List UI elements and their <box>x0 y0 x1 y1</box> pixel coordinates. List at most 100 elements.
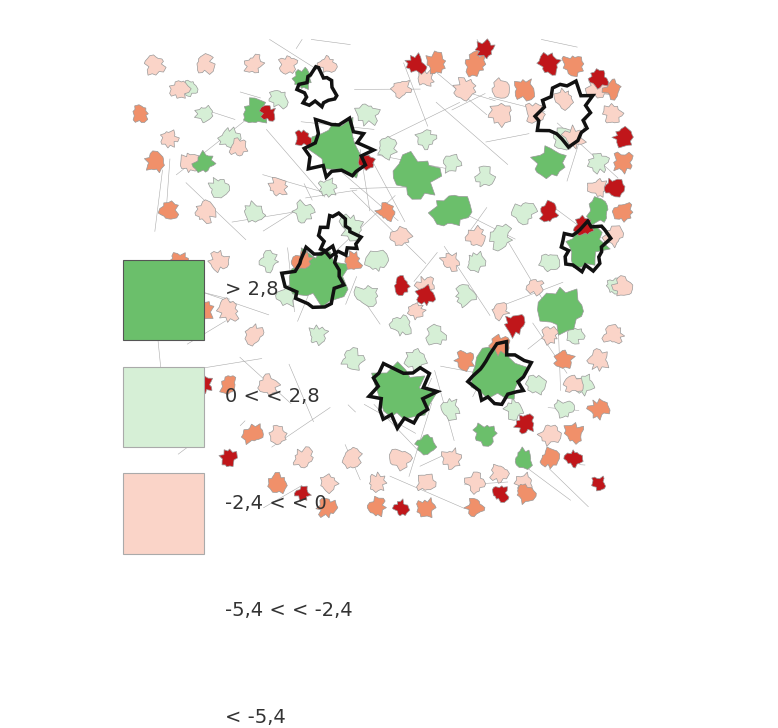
Polygon shape <box>370 472 387 493</box>
Polygon shape <box>443 154 462 173</box>
Polygon shape <box>537 425 562 446</box>
Polygon shape <box>245 324 264 346</box>
Polygon shape <box>241 424 264 445</box>
Text: -5,4 < < -2,4: -5,4 < < -2,4 <box>225 601 352 620</box>
Polygon shape <box>612 276 633 296</box>
Polygon shape <box>377 136 398 160</box>
Polygon shape <box>588 68 608 90</box>
Polygon shape <box>294 486 311 502</box>
Polygon shape <box>391 80 412 99</box>
Polygon shape <box>606 278 621 294</box>
Polygon shape <box>355 104 380 126</box>
Polygon shape <box>197 54 216 74</box>
Polygon shape <box>511 202 538 225</box>
Polygon shape <box>268 178 288 196</box>
Polygon shape <box>416 474 436 491</box>
Polygon shape <box>378 375 398 394</box>
Polygon shape <box>219 376 236 395</box>
Polygon shape <box>554 350 576 368</box>
Text: 0 < < 2,8: 0 < < 2,8 <box>225 387 319 406</box>
Polygon shape <box>342 447 363 469</box>
Polygon shape <box>489 334 510 356</box>
Polygon shape <box>208 250 230 273</box>
Polygon shape <box>503 398 524 420</box>
Polygon shape <box>180 153 199 173</box>
Polygon shape <box>160 130 180 148</box>
Polygon shape <box>531 146 566 178</box>
Polygon shape <box>259 250 279 273</box>
Polygon shape <box>541 326 559 345</box>
Polygon shape <box>181 80 198 97</box>
Polygon shape <box>602 103 624 123</box>
Polygon shape <box>453 77 476 101</box>
Polygon shape <box>426 324 447 345</box>
Polygon shape <box>563 375 584 392</box>
FancyBboxPatch shape <box>123 260 204 340</box>
Polygon shape <box>564 422 584 444</box>
Polygon shape <box>289 248 350 307</box>
Polygon shape <box>488 103 511 127</box>
Polygon shape <box>309 325 329 346</box>
Polygon shape <box>170 253 189 271</box>
Polygon shape <box>133 105 149 122</box>
Polygon shape <box>464 472 485 494</box>
Polygon shape <box>230 138 248 156</box>
Polygon shape <box>195 199 216 223</box>
Polygon shape <box>513 414 534 434</box>
Polygon shape <box>537 52 562 75</box>
Polygon shape <box>317 55 338 73</box>
Polygon shape <box>418 69 434 86</box>
Polygon shape <box>341 347 365 371</box>
Text: > 2,8: > 2,8 <box>225 280 278 299</box>
Polygon shape <box>585 76 613 98</box>
Polygon shape <box>408 303 426 320</box>
Polygon shape <box>492 78 510 98</box>
Polygon shape <box>268 472 287 494</box>
Polygon shape <box>614 152 633 174</box>
Polygon shape <box>367 496 387 517</box>
Polygon shape <box>194 374 212 395</box>
FancyBboxPatch shape <box>123 687 204 728</box>
Polygon shape <box>492 486 509 502</box>
Polygon shape <box>339 214 363 241</box>
Polygon shape <box>293 447 314 468</box>
Polygon shape <box>244 54 265 73</box>
Polygon shape <box>158 201 179 219</box>
Polygon shape <box>587 178 607 197</box>
Polygon shape <box>612 127 633 148</box>
Polygon shape <box>269 425 287 445</box>
Polygon shape <box>574 374 595 396</box>
Polygon shape <box>440 253 460 272</box>
Polygon shape <box>194 301 214 320</box>
Polygon shape <box>269 90 288 109</box>
Polygon shape <box>258 373 281 397</box>
Polygon shape <box>415 284 436 306</box>
Polygon shape <box>365 250 389 272</box>
Polygon shape <box>591 476 605 491</box>
Polygon shape <box>473 423 497 446</box>
Polygon shape <box>567 328 585 344</box>
Polygon shape <box>517 484 536 505</box>
Polygon shape <box>404 349 428 373</box>
Polygon shape <box>492 303 510 321</box>
Polygon shape <box>464 499 485 517</box>
Polygon shape <box>515 447 532 470</box>
Polygon shape <box>194 106 213 123</box>
Polygon shape <box>504 314 525 339</box>
Polygon shape <box>554 88 573 111</box>
FancyBboxPatch shape <box>123 473 204 554</box>
Polygon shape <box>191 150 216 173</box>
Polygon shape <box>145 151 164 173</box>
Polygon shape <box>587 349 609 371</box>
Polygon shape <box>321 474 339 494</box>
Polygon shape <box>564 450 584 468</box>
Polygon shape <box>587 399 610 420</box>
Polygon shape <box>291 250 314 271</box>
Polygon shape <box>244 98 267 123</box>
Polygon shape <box>259 106 275 122</box>
Polygon shape <box>566 221 610 268</box>
Polygon shape <box>161 302 177 319</box>
Polygon shape <box>538 288 584 335</box>
Polygon shape <box>394 276 410 296</box>
Polygon shape <box>465 225 485 247</box>
